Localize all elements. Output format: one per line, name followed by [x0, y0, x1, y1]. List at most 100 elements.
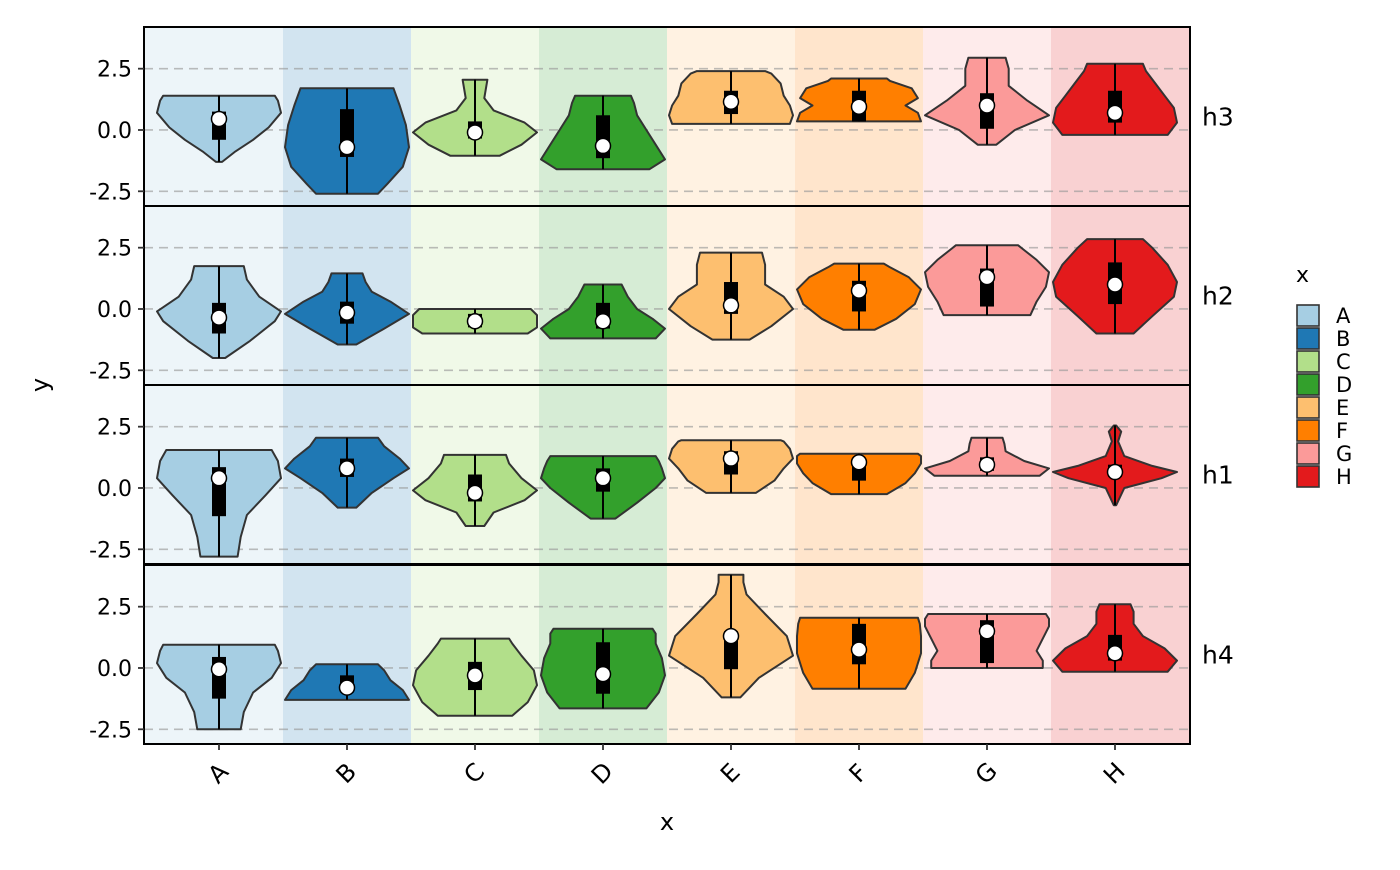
violin-center-point	[1106, 463, 1124, 481]
y-tick-label: 0.0	[97, 657, 132, 682]
legend-entry-C: C	[1296, 350, 1351, 374]
legend-swatch	[1296, 442, 1320, 465]
facet-label-h2: h2	[1202, 282, 1234, 311]
y-tick-label: 2.5	[97, 237, 132, 262]
violin-center-point	[210, 110, 228, 128]
legend-title: x	[1296, 263, 1309, 288]
legend-entry-G: G	[1296, 442, 1352, 466]
violin-h4-A	[156, 643, 282, 731]
legend-entry-D: D	[1296, 373, 1352, 397]
violin-center-point	[594, 137, 612, 155]
y-tick-label: 2.5	[97, 596, 132, 621]
x-tick-label-C: C	[458, 757, 490, 789]
violin-center-point	[1106, 104, 1124, 122]
x-axis: A B C D E F G H	[203, 744, 1131, 790]
violin-h4-E	[668, 573, 794, 699]
y-tick-label: 0.0	[97, 119, 132, 144]
violin-h1-B	[284, 436, 410, 509]
violin-center-point	[978, 97, 996, 114]
panel-border	[143, 564, 1191, 745]
legend-label: C	[1336, 350, 1351, 374]
violin-center-point	[978, 268, 996, 286]
y-tick-label: 2.5	[97, 416, 132, 441]
violin-h1-A	[156, 449, 282, 558]
violin-center-point	[978, 456, 996, 473]
violin-center-point	[594, 312, 612, 330]
violin-h4-B	[284, 663, 410, 701]
x-tick-label-E: E	[715, 758, 746, 789]
violin-center-point	[338, 304, 356, 321]
violin-center-point	[850, 453, 868, 471]
violin-h3-H	[1052, 62, 1178, 136]
violin-h2-A	[156, 265, 282, 359]
violin-center-point	[210, 660, 228, 678]
violin-center-point	[722, 450, 740, 467]
violin-h1-F	[796, 452, 922, 496]
violin-h2-C	[412, 308, 538, 335]
background-band-B	[283, 565, 411, 744]
violin-h3-D	[540, 94, 666, 171]
legend-label: E	[1336, 396, 1349, 420]
violin-center-point	[850, 282, 868, 299]
violin-h2-E	[668, 251, 794, 341]
violin-center-point	[850, 641, 868, 658]
legend-label: F	[1336, 419, 1348, 443]
facet-panel-h4: -2.5 0.0 2.5 h4	[89, 564, 1234, 745]
violin-h4-H	[1052, 603, 1178, 673]
violin-h4-D	[540, 627, 666, 710]
y-tick-label: -2.5	[89, 180, 132, 205]
violin-center-point	[210, 469, 228, 487]
violin-h2-B	[284, 272, 410, 346]
violin-center-point	[466, 484, 484, 502]
legend-entry-A: A	[1296, 304, 1351, 328]
legend-entry-F: F	[1296, 419, 1348, 443]
legend-label: A	[1336, 304, 1351, 328]
y-axis-label: y	[26, 378, 54, 392]
violin-center-point	[594, 469, 612, 487]
panels-layer: -2.50.02.5h3-2.50.02.5h2-2.50.02.5h1-2.5…	[89, 26, 1234, 745]
x-tick-label-F: F	[844, 759, 874, 789]
legend-swatch	[1296, 373, 1320, 396]
facet-panel-h1: -2.5 0.0 2.5 h1	[89, 384, 1234, 565]
violin-center-point	[722, 297, 740, 314]
facet-label-h4: h4	[1202, 641, 1234, 670]
legend-swatch	[1296, 327, 1320, 350]
violin-center-point	[338, 138, 356, 156]
violin-h2-D	[540, 283, 666, 340]
violin-h4-G	[924, 613, 1050, 669]
violin-center-point	[594, 665, 612, 683]
y-tick-label: 2.5	[97, 58, 132, 83]
violin-h1-E	[668, 439, 794, 494]
legend-swatch	[1296, 350, 1320, 373]
violin-h2-F	[796, 262, 922, 331]
facet-panel-h2: -2.5 0.0 2.5 h2	[89, 205, 1234, 386]
violin-h3-G	[924, 56, 1050, 146]
background-band-C	[411, 206, 539, 385]
facet-label-h3: h3	[1202, 103, 1234, 132]
y-tick-label: -2.5	[89, 359, 132, 384]
x-tick-label-G: G	[970, 757, 1003, 790]
y-tick-label: -2.5	[89, 718, 132, 743]
x-tick-label-D: D	[586, 757, 619, 790]
legend-swatch	[1296, 419, 1320, 442]
legend-swatch	[1296, 465, 1320, 488]
violin-h1-D	[540, 455, 666, 520]
y-tick-label: 0.0	[97, 298, 132, 323]
violin-center-point	[210, 309, 228, 326]
legend-label: H	[1336, 465, 1352, 489]
legend-entry-H: H	[1296, 465, 1352, 489]
violin-h3-C	[412, 78, 538, 157]
violin-h1-G	[924, 436, 1050, 477]
violin-h2-H	[1052, 238, 1178, 335]
violin-center-point	[1106, 276, 1124, 293]
violin-h1-H	[1052, 424, 1178, 507]
violin-h4-F	[796, 616, 922, 690]
x-tick-label-B: B	[331, 758, 362, 789]
violin-h2-G	[924, 244, 1050, 317]
legend-label: B	[1336, 327, 1350, 351]
legend-entry-B: B	[1296, 327, 1350, 351]
x-tick-label-H: H	[1098, 757, 1131, 790]
x-tick-label-A: A	[203, 757, 235, 789]
